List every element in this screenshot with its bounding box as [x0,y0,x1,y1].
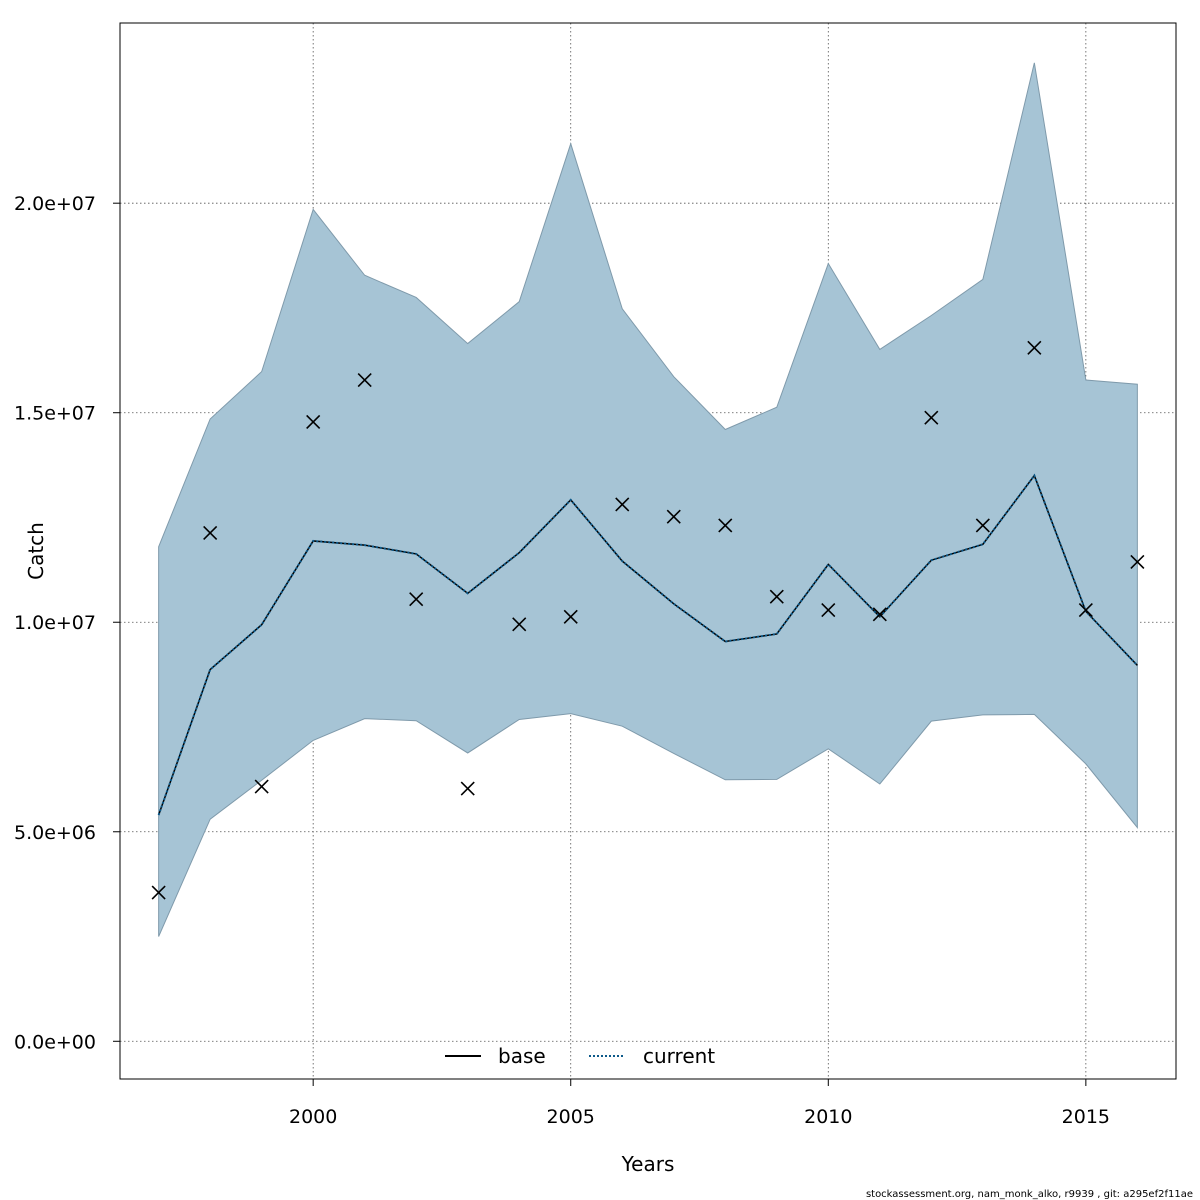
axes: 2000 2005 2010 2015 0.0e+00 5.0e+06 1.0e+07 1.5… [14,193,1110,1128]
observed-point-stroke [357,372,372,388]
observed-point-stroke [821,603,836,618]
observed-point-stroke [563,609,578,624]
x-axis-title: Years [621,1152,675,1176]
observed-point [306,414,321,429]
y-axis-title: Catch [24,522,48,580]
observed-point-stroke [1078,603,1093,618]
observed-point [718,518,733,533]
observed-markers-layer [151,340,1145,900]
observed-point-stroke [1027,340,1042,355]
observed-point-stroke [872,607,887,622]
y-tick-label: 1.5e+07 [14,403,96,425]
observed-point-stroke [151,885,166,900]
observed-point [666,509,681,524]
observed-point-stroke [306,414,321,429]
legend-label-current: current [643,1044,715,1068]
observed-point [872,607,887,622]
observed-point-stroke [666,509,681,524]
observed-point [821,603,836,618]
y-tick-label: 5.0e+06 [14,822,96,844]
observed-point [151,885,166,900]
observed-point-stroke [460,781,475,796]
observed-point [409,592,424,607]
y-tick-label: 2.0e+07 [14,193,96,215]
observed-point [563,609,578,624]
observed-point [924,410,939,425]
observed-point [1130,554,1145,569]
observed-point-stroke [615,497,630,512]
observed-point-stroke [512,617,527,632]
x-tick-label: 2005 [547,1106,595,1128]
observed-point [975,518,990,533]
x-tick-label: 2015 [1062,1106,1110,1128]
observed-point-stroke [254,779,269,794]
observed-point [357,372,372,388]
observed-point [254,779,269,794]
y-tick-label: 0.0e+00 [14,1031,96,1053]
observed-point [615,497,630,512]
confidence-band-layer [158,62,1138,937]
x-tick-label: 2010 [804,1106,852,1128]
legend: base current [445,1044,715,1068]
legend-label-base: base [498,1044,546,1068]
series-lines-layer [157,473,1139,816]
observed-point-stroke [769,589,784,604]
observed-point-stroke [1130,554,1145,569]
observed-point-stroke [409,592,424,607]
observed-point-stroke [924,410,939,425]
plot-frame [119,22,1177,1080]
observed-point [1027,340,1042,355]
x-tick-label: 2000 [289,1106,337,1128]
observed-point [460,781,475,796]
y-tick-label: 1.0e+07 [14,612,96,634]
observed-point [769,589,784,604]
observed-point-stroke [203,525,218,541]
observed-point-stroke [718,518,733,533]
observed-point [203,525,218,541]
observed-point [512,617,527,632]
observed-point-stroke [975,518,990,533]
footer-credit: stockassessment.org, nam_monk_alko, r993… [866,1189,1193,1200]
observed-point [1078,603,1093,618]
series-line-current [157,473,1139,816]
confidence-band [158,62,1138,937]
